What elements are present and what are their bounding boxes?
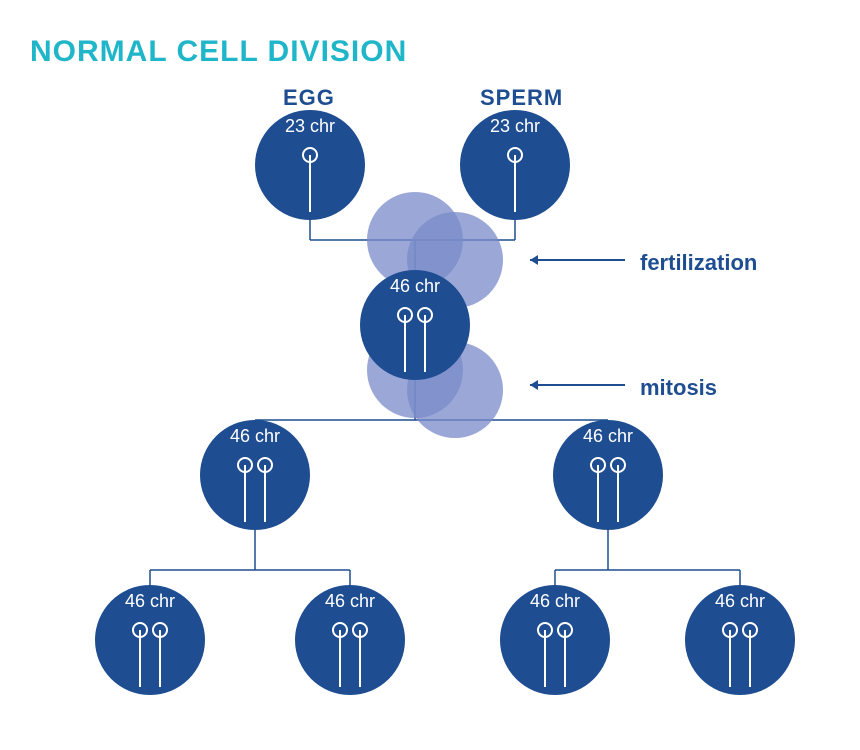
cell-g4: 46 chr — [685, 585, 795, 695]
cell-m1: 46 chr — [200, 420, 310, 530]
cell-sperm: 23 chr — [460, 110, 570, 220]
cell-label: 46 chr — [125, 591, 175, 611]
cell-zygote: 46 chr — [360, 270, 470, 380]
cell-m2: 46 chr — [553, 420, 663, 530]
cell-g1: 46 chr — [95, 585, 205, 695]
stage-arrows — [530, 255, 625, 390]
cell-g2: 46 chr — [295, 585, 405, 695]
cell-label: 46 chr — [230, 426, 280, 446]
cell-label: 23 chr — [285, 116, 335, 136]
cell-egg: 23 chr — [255, 110, 365, 220]
diagram-canvas: 23 chr 23 chr 46 chr 46 chr 46 chr 46 chr 46 c… — [0, 0, 860, 750]
cell-label: 46 chr — [325, 591, 375, 611]
cell-g3: 46 chr — [500, 585, 610, 695]
cell-label: 23 chr — [490, 116, 540, 136]
cell-label: 46 chr — [530, 591, 580, 611]
cell-label: 46 chr — [390, 276, 440, 296]
arrow-head — [530, 380, 538, 390]
cell-label: 46 chr — [715, 591, 765, 611]
arrow-head — [530, 255, 538, 265]
cell-label: 46 chr — [583, 426, 633, 446]
